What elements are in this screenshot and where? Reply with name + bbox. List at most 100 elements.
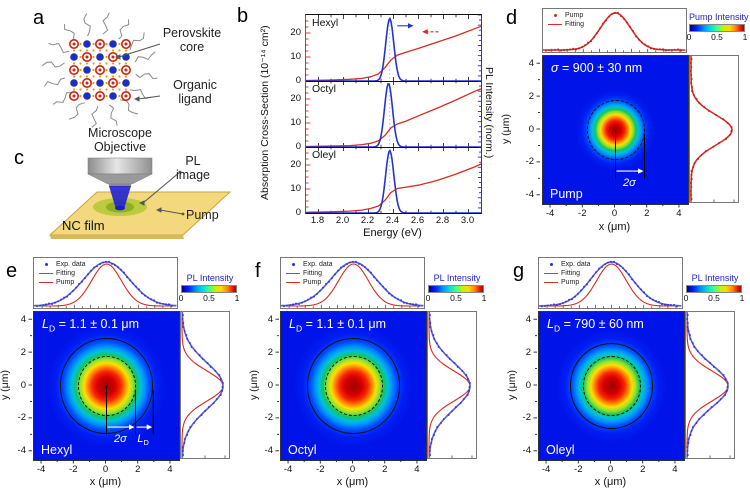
colorbar-tick: 0 [683, 293, 689, 303]
x-axis-label: x (μm) [594, 476, 627, 488]
y-profile-curves [428, 312, 473, 458]
objective-body [87, 157, 153, 175]
dot-marker [543, 263, 559, 266]
anion-atom [96, 53, 104, 61]
profile-legend: Exp. data Fitting Pump [285, 260, 333, 287]
diffusion-length-annotation: LD = 1.1 ± 0.1 μm [289, 317, 386, 334]
legend-label: Pump [561, 279, 580, 286]
spectra-subplot [306, 147, 481, 213]
profile-legend: Exp. data Fitting Pump [543, 260, 591, 287]
absorption-curve [306, 88, 481, 147]
y-profile-plot [427, 311, 477, 459]
profile-legend: Pump Fitting [547, 11, 584, 29]
x-tick-label: 2 [382, 464, 388, 475]
legend-item: Fitting [547, 20, 584, 29]
lattice-dot [72, 75, 76, 78]
ligand-chain [68, 102, 85, 120]
fitting-curve [686, 312, 729, 458]
y-tick-label: 0 [267, 379, 273, 391]
absorption-tick-label: 20 [290, 92, 301, 104]
x-tick-label: -4 [545, 208, 555, 219]
lattice-dot [79, 49, 82, 52]
colorbar-tick: 0 [686, 32, 692, 42]
pump-focus [115, 205, 125, 211]
panel-f: f y (μm) Exp. data Fitting Pump PL Intensi… [247, 247, 499, 493]
ruler-overlay [615, 130, 645, 179]
dot-marker [38, 263, 54, 266]
y-profile-curves [689, 56, 735, 202]
pump-heatmap: σ = 900 ± 30 nm Pump 2σ [542, 55, 689, 205]
colorbar-tick: 1 [742, 32, 748, 42]
lattice-dot [111, 49, 115, 52]
lattice-dot [79, 42, 82, 46]
lattice-dot [118, 42, 121, 46]
anion-atom [83, 40, 91, 48]
pump-curve [428, 312, 471, 458]
colorbar-title: PL Intensity [186, 273, 234, 283]
anion-atom [70, 53, 78, 61]
ruler-symbol: L [137, 432, 144, 445]
ligand-chain [83, 13, 91, 37]
panel-letter-d: d [506, 7, 518, 29]
colorbar-tick: 0.5 [708, 293, 720, 303]
legend-item: Pump [543, 278, 591, 287]
perovskite-core-label: Perovskite core [162, 26, 222, 54]
y-tick-label: -4 [522, 445, 531, 457]
y-tick-label: 2 [525, 346, 531, 358]
lattice-dot [92, 49, 95, 52]
map-corner-label: Hexyl [41, 443, 73, 457]
ligand-chain [52, 92, 73, 105]
nanocrystal-schematic [41, 12, 161, 128]
annotation-value: = 1.1 ± 0.1 μm [302, 317, 386, 331]
y-tick-label: 4 [528, 57, 534, 69]
lattice-dot [105, 68, 108, 72]
annotation-symbol: L [42, 317, 49, 331]
pl-heatmap: LD = 1.1 ± 0.1 μm Hexyl 2σ LD [33, 311, 180, 461]
colorbar-gradient [181, 285, 237, 293]
panel-a: a Perovskite core Organic ligand [10, 4, 240, 136]
absorption-tick-label: 20 [290, 158, 301, 170]
anion-atom [109, 66, 117, 74]
ligand-chain [118, 19, 130, 40]
map-corner-label: Octyl [288, 443, 317, 457]
pl-heatmap: LD = 790 ± 60 nm Oleyl [538, 311, 685, 461]
lattice-dot [105, 75, 108, 78]
panel-letter-g: g [513, 260, 525, 282]
lattice-dot [85, 49, 89, 52]
legend-item: Pump [38, 278, 86, 287]
anion-atom [96, 79, 104, 87]
x-axis-label: x (μm) [89, 476, 122, 488]
ruler-label: 2σ [114, 433, 127, 445]
colorbar: PL Intensity 0 0.5 1 [178, 273, 240, 304]
x-profile-plot: Exp. data Fitting Pump [538, 257, 683, 309]
colorbar-tick-labels: 0 0.5 1 [178, 293, 240, 304]
x-tick-labels: -4 -2 0 2 4 [33, 460, 178, 476]
absorption-tick-label: 10 [290, 116, 301, 128]
ruler-label: 2σ [623, 177, 636, 189]
solid-circle [306, 338, 401, 434]
marker-glyph [548, 24, 562, 25]
profile-legend: Exp. data Fitting Pump [38, 260, 86, 287]
colorbar-tick-labels: 0 0.5 1 [683, 293, 745, 304]
lattice-dot [118, 68, 121, 72]
colorbar-tick: 0 [178, 293, 184, 303]
anion-atom [83, 92, 91, 100]
colorbar: PL Intensity 0 0.5 1 [683, 273, 745, 304]
energy-tick-label: 2.8 [435, 215, 450, 226]
legend-label: Fitting [56, 270, 76, 277]
y-axis-label: y (μm) [0, 370, 11, 400]
x-tick-label: 4 [167, 464, 173, 475]
legend-label: Exp. data [303, 261, 333, 268]
colorbar-gradient [428, 285, 484, 293]
colorbar-tick: 0.5 [450, 293, 462, 303]
pl-curve [306, 149, 481, 213]
legend-label: Pump [303, 279, 322, 286]
line-marker [285, 273, 301, 274]
absorption-curve [306, 25, 481, 81]
y-axis-label: y (μm) [500, 114, 512, 144]
pump-curve [686, 312, 729, 458]
sigma-annotation: σ = 900 ± 30 nm [551, 61, 642, 78]
y-profile-curves [686, 312, 731, 458]
lattice-dot [98, 49, 102, 52]
lattice-dot [124, 49, 128, 52]
